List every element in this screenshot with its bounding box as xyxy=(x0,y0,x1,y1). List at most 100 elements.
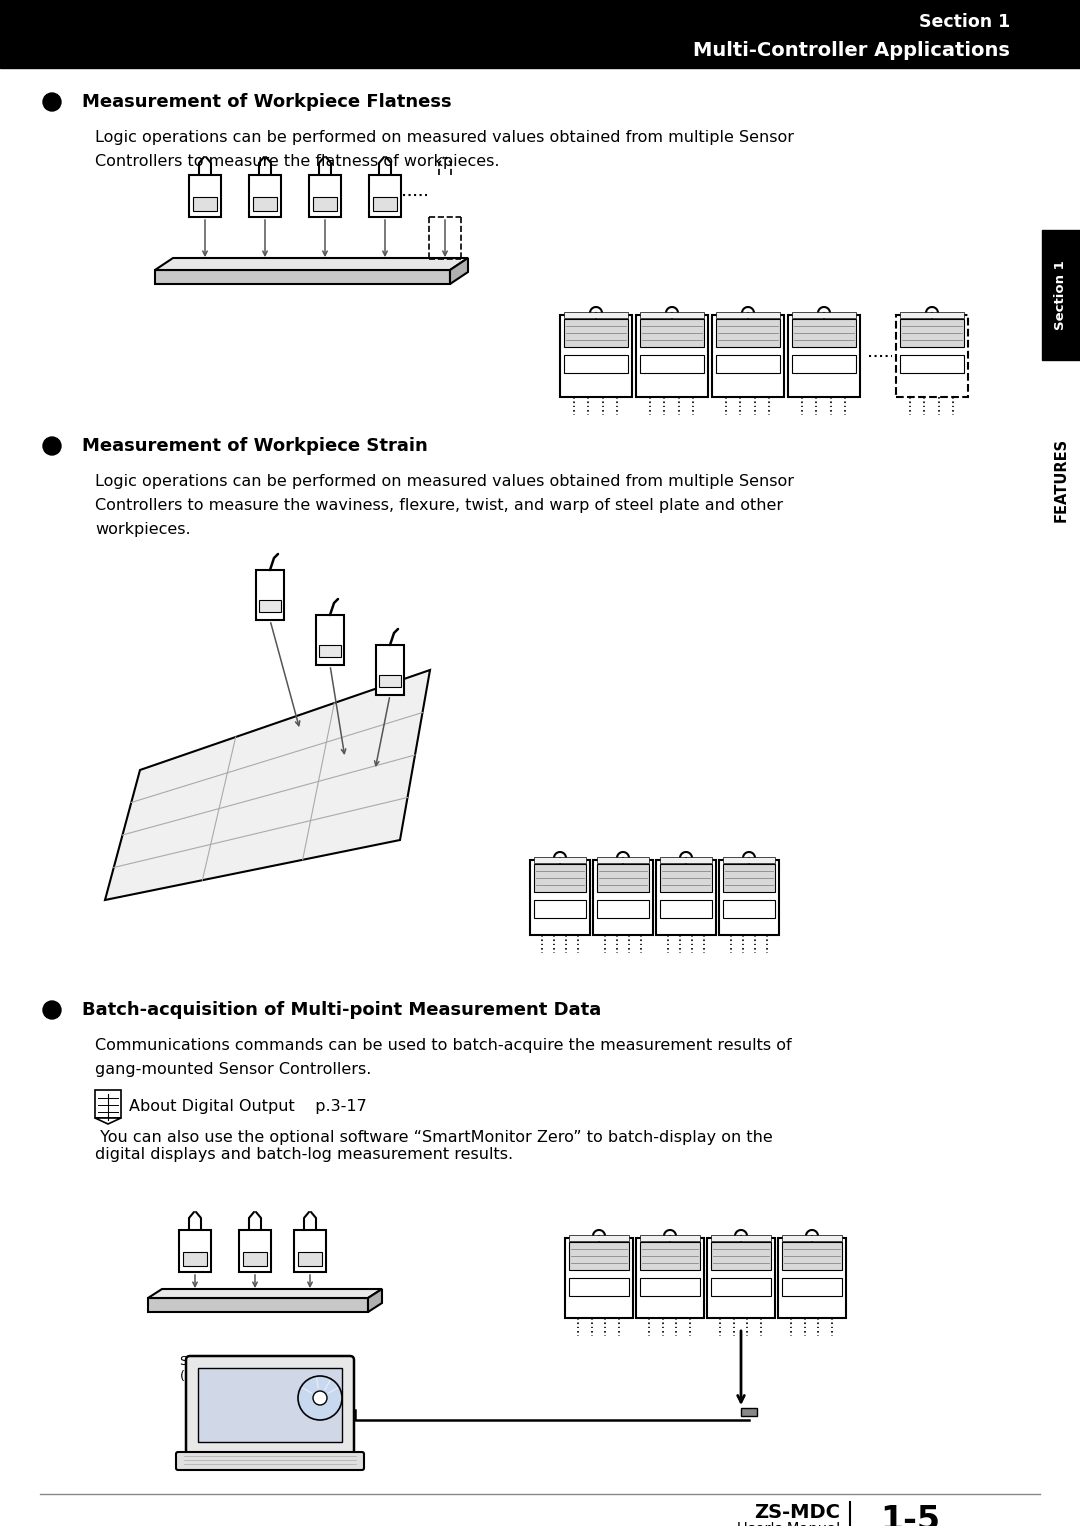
Bar xyxy=(711,1235,771,1241)
Text: FEATURES: FEATURES xyxy=(1053,438,1068,522)
Bar xyxy=(723,864,775,893)
Text: Section 1: Section 1 xyxy=(919,14,1010,31)
Bar xyxy=(534,858,586,864)
Text: Measurement of Workpiece Strain: Measurement of Workpiece Strain xyxy=(82,436,428,455)
Bar xyxy=(597,864,649,893)
Bar xyxy=(782,1235,842,1241)
Text: User's Manual: User's Manual xyxy=(737,1523,840,1526)
Text: ZS-MDC: ZS-MDC xyxy=(754,1503,840,1521)
Bar xyxy=(376,645,404,694)
Bar xyxy=(198,1367,342,1442)
Bar xyxy=(640,319,704,346)
Bar xyxy=(189,175,221,217)
Text: About Digital Output    p.3-17: About Digital Output p.3-17 xyxy=(129,1099,367,1114)
Polygon shape xyxy=(148,1289,382,1299)
Bar xyxy=(1042,230,1080,360)
Bar xyxy=(259,600,281,612)
Bar xyxy=(379,674,401,687)
Bar xyxy=(792,319,856,346)
Bar xyxy=(782,1242,842,1270)
Circle shape xyxy=(43,436,60,455)
Bar xyxy=(792,311,856,317)
Polygon shape xyxy=(95,1119,121,1125)
Bar xyxy=(900,311,964,317)
FancyBboxPatch shape xyxy=(186,1357,354,1454)
Text: Logic operations can be performed on measured values obtained from multiple Sens: Logic operations can be performed on mea… xyxy=(95,130,794,145)
Bar xyxy=(534,864,586,893)
Bar xyxy=(778,1238,846,1318)
Text: 1-5: 1-5 xyxy=(880,1505,940,1526)
Polygon shape xyxy=(450,258,468,284)
Bar xyxy=(716,356,780,372)
Bar xyxy=(719,861,779,935)
Bar xyxy=(564,319,627,346)
Bar xyxy=(782,1277,842,1296)
Bar xyxy=(711,1242,771,1270)
Text: Communications commands can be used to batch-acquire the measurement results of: Communications commands can be used to b… xyxy=(95,1038,792,1053)
Bar xyxy=(711,1277,771,1296)
Bar xyxy=(660,900,712,919)
Bar xyxy=(792,356,856,372)
Bar xyxy=(660,864,712,893)
Text: Section 1: Section 1 xyxy=(1054,259,1067,330)
Bar xyxy=(95,1090,121,1119)
Bar xyxy=(256,571,284,620)
Bar xyxy=(723,900,775,919)
Text: Controllers to measure the flatness of workpieces.: Controllers to measure the flatness of w… xyxy=(95,154,499,169)
Bar xyxy=(712,314,784,397)
Bar xyxy=(896,314,968,397)
Bar xyxy=(179,1230,211,1273)
Bar xyxy=(716,319,780,346)
Bar xyxy=(249,175,281,217)
Bar xyxy=(723,858,775,864)
Bar xyxy=(716,311,780,317)
Bar xyxy=(564,311,627,317)
Bar xyxy=(313,197,337,211)
Bar xyxy=(741,1408,757,1416)
Polygon shape xyxy=(368,1289,382,1312)
Bar xyxy=(593,861,653,935)
Text: You can also use the optional software “SmartMonitor Zero” to batch-display on t: You can also use the optional software “… xyxy=(95,1129,773,1163)
Bar xyxy=(309,175,341,217)
Bar xyxy=(640,1242,700,1270)
Bar xyxy=(316,615,345,665)
Text: gang-mounted Sensor Controllers.: gang-mounted Sensor Controllers. xyxy=(95,1062,372,1077)
Bar xyxy=(656,861,716,935)
Bar xyxy=(530,861,590,935)
Text: Logic operations can be performed on measured values obtained from multiple Sens: Logic operations can be performed on mea… xyxy=(95,475,794,488)
Text: Batch-acquisition of Multi-point Measurement Data: Batch-acquisition of Multi-point Measure… xyxy=(82,1001,602,1019)
Bar xyxy=(193,197,217,211)
Bar xyxy=(156,270,450,284)
Bar xyxy=(369,175,401,217)
Bar xyxy=(788,314,860,397)
Bar xyxy=(597,858,649,864)
Bar xyxy=(569,1242,629,1270)
Bar xyxy=(636,1238,704,1318)
Bar xyxy=(900,356,964,372)
Bar xyxy=(640,311,704,317)
Bar xyxy=(294,1230,326,1273)
Bar xyxy=(319,645,341,658)
Bar xyxy=(565,1238,633,1318)
Bar xyxy=(640,1235,700,1241)
Bar xyxy=(640,1277,700,1296)
Polygon shape xyxy=(156,258,468,270)
Bar xyxy=(564,356,627,372)
Bar xyxy=(298,1251,322,1267)
Text: Measurement of Workpiece Flatness: Measurement of Workpiece Flatness xyxy=(82,93,451,111)
Bar xyxy=(640,356,704,372)
Bar xyxy=(148,1299,368,1312)
Bar xyxy=(561,314,632,397)
Bar xyxy=(707,1238,775,1318)
Circle shape xyxy=(43,93,60,111)
Circle shape xyxy=(313,1392,327,1405)
Bar xyxy=(900,319,964,346)
Bar xyxy=(597,900,649,919)
Circle shape xyxy=(43,1001,60,1019)
FancyBboxPatch shape xyxy=(176,1453,364,1470)
Bar xyxy=(239,1230,271,1273)
Bar xyxy=(636,314,708,397)
Bar xyxy=(0,0,1080,69)
Bar xyxy=(660,858,712,864)
Text: workpieces.: workpieces. xyxy=(95,522,191,537)
